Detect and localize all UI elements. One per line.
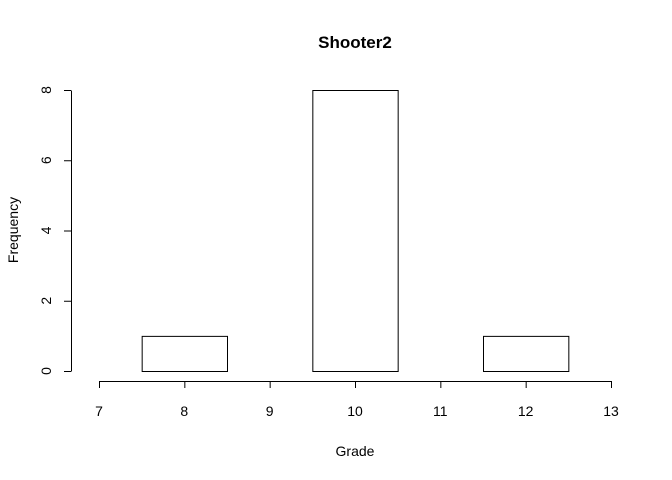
x-tick-label: 9 bbox=[266, 403, 274, 419]
y-axis-label: Frequency bbox=[5, 197, 21, 263]
x-axis-label: Grade bbox=[336, 443, 375, 459]
x-tick-label: 8 bbox=[180, 403, 188, 419]
x-tick-label: 7 bbox=[95, 403, 103, 419]
y-tick-label: 8 bbox=[38, 86, 54, 94]
x-tick-label: 13 bbox=[603, 403, 619, 419]
x-tick-label: 12 bbox=[518, 403, 534, 419]
x-tick-label: 11 bbox=[433, 403, 448, 419]
y-tick-label: 6 bbox=[38, 156, 54, 164]
y-axis: 0 2 4 6 8 bbox=[38, 86, 72, 375]
histogram-bar-5 bbox=[483, 335, 570, 372]
histogram-bar-1 bbox=[141, 335, 229, 372]
histogram-bar-3 bbox=[312, 90, 399, 372]
bars-group bbox=[141, 90, 570, 372]
x-tick-label: 10 bbox=[347, 403, 363, 419]
y-tick-label: 2 bbox=[38, 297, 54, 305]
x-axis: 7 8 9 10 11 12 13 bbox=[95, 381, 619, 419]
chart-title: Shooter2 bbox=[318, 33, 392, 52]
y-tick-label: 4 bbox=[38, 226, 54, 234]
y-tick-label: 0 bbox=[38, 367, 54, 375]
